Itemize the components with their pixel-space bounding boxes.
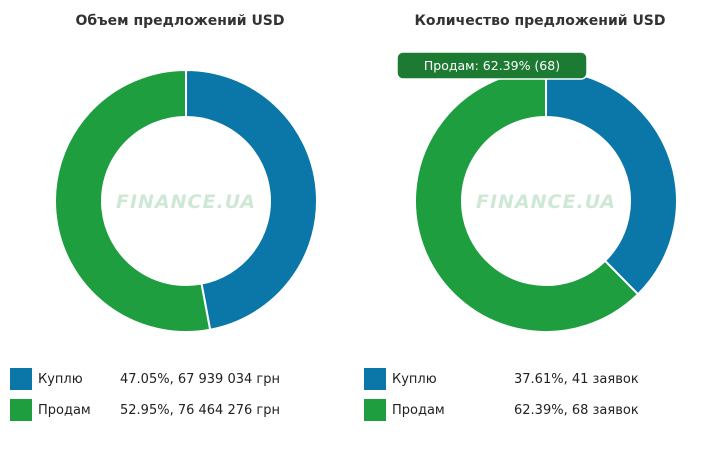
donut-chart-count: FINANCE.UA Продам: 62.39% (68) <box>396 51 678 333</box>
legend-value: 37.61%, 41 заявок <box>514 372 639 387</box>
legend-label: Куплю <box>392 372 437 387</box>
chart-volume-panel: Объем предложений USD FINANCE.UA Куплю 4… <box>0 13 360 423</box>
legend-value: 52.95%, 76 464 276 грн <box>120 403 280 418</box>
tooltip-text: Продам: 62.39% (68) <box>424 58 560 73</box>
legend-swatch-sell <box>364 399 386 421</box>
legend-label: Продам <box>392 403 445 418</box>
legend-swatch-buy <box>364 368 386 390</box>
watermark-logo: FINANCE.UA <box>476 191 616 213</box>
legend-swatch-buy <box>10 368 32 390</box>
donut-slice-sell[interactable] <box>54 68 212 333</box>
donut-slice-buy[interactable] <box>545 68 678 296</box>
donut-slice-buy[interactable] <box>185 68 318 331</box>
legend-item-sell[interactable]: Продам 62.39%, 68 заявок <box>360 399 720 423</box>
legend-item-buy[interactable]: Куплю 47.05%, 67 939 034 грн <box>0 368 360 392</box>
legend-swatch-sell <box>10 399 32 421</box>
chart-count-panel: Количество предложений USD FINANCE.UA Про… <box>360 0 720 449</box>
donut-chart-volume: FINANCE.UA <box>54 68 318 333</box>
chart-title: Объем предложений USD <box>75 13 285 29</box>
tooltip: Продам: 62.39% (68) <box>396 51 588 80</box>
legend-value: 62.39%, 68 заявок <box>514 403 639 418</box>
legend-label: Продам <box>38 403 91 418</box>
legend-item-sell[interactable]: Продам 52.95%, 76 464 276 грн <box>0 399 360 423</box>
chart-title: Количество предложений USD <box>414 13 666 29</box>
legend-value: 47.05%, 67 939 034 грн <box>120 372 280 387</box>
watermark-logo: FINANCE.UA <box>116 191 256 213</box>
legend-item-buy[interactable]: Куплю 37.61%, 41 заявок <box>360 368 720 392</box>
legend-label: Куплю <box>38 372 83 387</box>
